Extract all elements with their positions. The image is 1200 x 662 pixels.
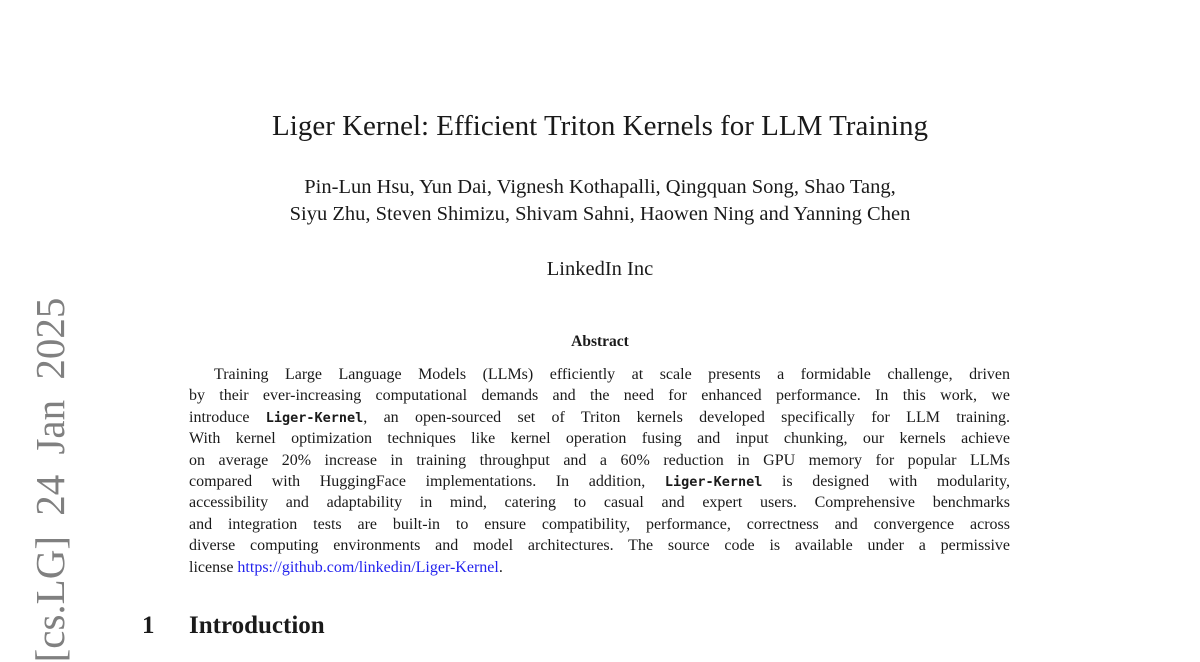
abstract-text: With kernel optimization techniques like… — [189, 430, 1010, 448]
abstract-text: compared with HuggingFace implementation… — [189, 472, 665, 490]
authors-line-1: Pin-Lun Hsu, Yun Dai, Vignesh Kothapalli… — [304, 176, 896, 198]
affiliation: LinkedIn Inc — [546, 258, 654, 280]
abstract-text: . — [498, 558, 503, 576]
abstract-heading: Abstract — [571, 333, 629, 350]
abstract-line: diverse computing environments and model… — [189, 535, 1010, 556]
abstract-line: With kernel optimization techniques like… — [189, 428, 1010, 449]
abstract-text: and integration tests are built-in to en… — [189, 515, 1010, 533]
abstract-line: accessibility and adaptability in mind, … — [189, 492, 1010, 513]
abstract-line: license https://github.com/linkedin/Lige… — [189, 557, 1010, 578]
section-title: Introduction — [189, 612, 325, 639]
authors-line-2: Siyu Zhu, Steven Shimizu, Shivam Sahni, … — [289, 203, 911, 225]
abstract-text: Training Large Language Models (LLMs) ef… — [214, 366, 1010, 383]
abstract-line: and integration tests are built-in to en… — [189, 514, 1010, 535]
abstract-text: on average 20% increase in training thro… — [189, 451, 1010, 469]
section-number: 1 — [142, 612, 155, 639]
abstract-text: introduce — [189, 408, 266, 426]
abstract-text: is designed with modularity, — [762, 472, 1010, 490]
abstract-text: , an open-sourced set of Triton kernels … — [363, 408, 1011, 426]
abstract-line: compared with HuggingFace implementation… — [189, 471, 1010, 492]
github-link[interactable]: https://github.com/linkedin/Liger-Kernel — [237, 558, 499, 576]
abstract-line: by their ever-increasing computational d… — [189, 385, 1010, 406]
abstract-line: on average 20% increase in training thro… — [189, 450, 1010, 471]
abstract-line: introduce Liger-Kernel, an open-sourced … — [189, 407, 1010, 428]
code-name: Liger-Kernel — [265, 409, 364, 426]
code-name: Liger-Kernel — [664, 473, 763, 490]
abstract-text: accessibility and adaptability in mind, … — [189, 494, 1010, 512]
abstract-text: license — [189, 558, 238, 576]
abstract-line: Training Large Language Models (LLMs) ef… — [189, 364, 1010, 385]
arxiv-side-label: [cs.LG] 24 Jan 2025 — [27, 297, 73, 662]
abstract-body: Training Large Language Models (LLMs) ef… — [189, 364, 1010, 578]
paper-title: Liger Kernel: Efficient Triton Kernels f… — [272, 110, 928, 142]
abstract-text: by their ever-increasing computational d… — [189, 387, 1010, 405]
abstract-text: diverse computing environments and model… — [189, 537, 1010, 555]
